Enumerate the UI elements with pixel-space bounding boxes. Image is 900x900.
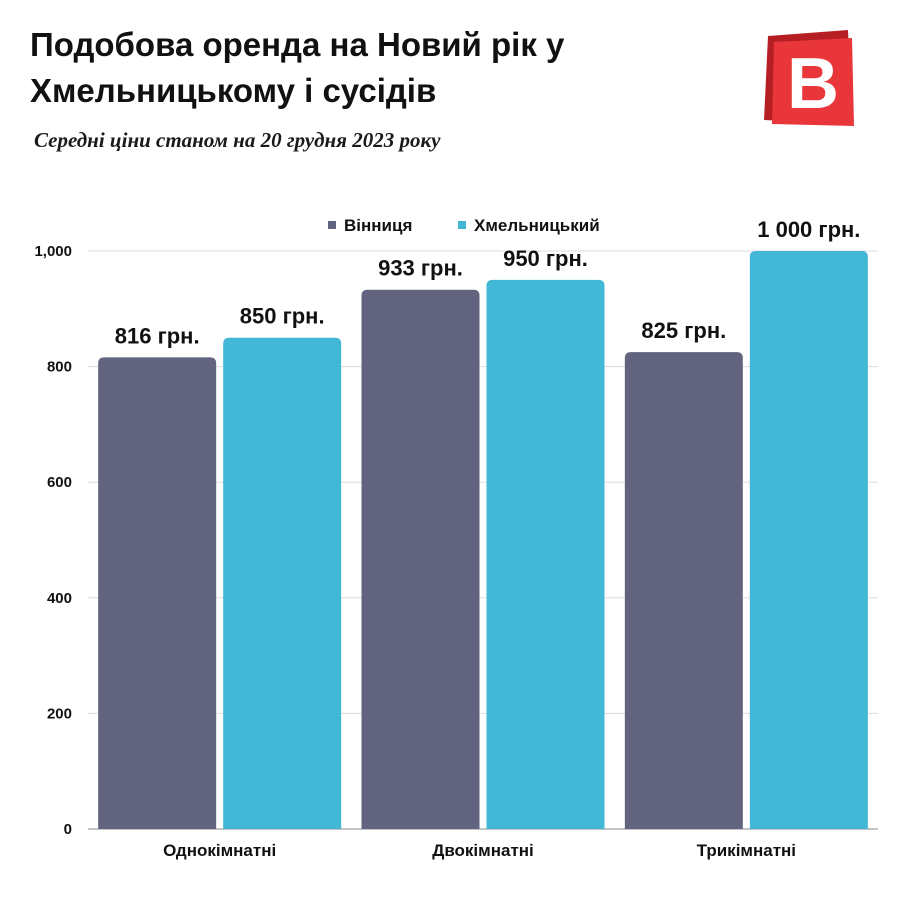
y-tick-label: 0 xyxy=(64,821,72,838)
chart-title: Подобова оренда на Новий рік у Хмельниць… xyxy=(30,26,565,109)
legend-swatch xyxy=(458,221,466,229)
logo-letter: B xyxy=(787,44,839,124)
data-label: 950 грн. xyxy=(503,246,588,271)
bar xyxy=(361,289,480,829)
y-tick-label: 800 xyxy=(47,359,72,376)
data-label: 933 грн. xyxy=(378,256,463,281)
legend-label: Вінниця xyxy=(344,216,412,235)
bars xyxy=(98,251,868,829)
legend-swatch xyxy=(328,221,336,229)
data-label: 816 грн. xyxy=(115,323,200,348)
bar xyxy=(624,352,743,829)
chart-subtitle: Середні ціни станом на 20 грудня 2023 ро… xyxy=(34,128,441,152)
x-axis-categories: Однокімнатні Двокімнатні Трикімнатні xyxy=(163,841,796,860)
bar xyxy=(98,357,217,829)
y-tick-label: 1,000 xyxy=(34,243,72,260)
bar xyxy=(223,337,342,829)
y-tick-label: 200 xyxy=(47,705,72,722)
data-label: 825 грн. xyxy=(641,318,726,343)
data-labels: 816 грн. 850 грн. 933 грн. 950 грн. 825 грн.… xyxy=(115,217,861,348)
y-tick-label: 600 xyxy=(47,474,72,491)
legend-label: Хмельницький xyxy=(474,216,600,235)
data-label: 850 грн. xyxy=(240,304,325,329)
brand-logo-icon: B xyxy=(764,30,854,126)
legend: Вінниця Хмельницький xyxy=(328,216,600,235)
gridlines xyxy=(88,250,878,830)
y-tick-label: 400 xyxy=(47,590,72,607)
bar xyxy=(486,279,605,829)
y-axis-ticks: 0 200 400 600 800 1,000 xyxy=(34,243,72,838)
bar xyxy=(749,251,868,829)
x-category-label: Трикімнатні xyxy=(697,841,796,860)
x-category-label: Однокімнатні xyxy=(163,841,276,860)
data-label: 1 000 грн. xyxy=(757,217,860,242)
x-category-label: Двокімнатні xyxy=(432,841,534,860)
